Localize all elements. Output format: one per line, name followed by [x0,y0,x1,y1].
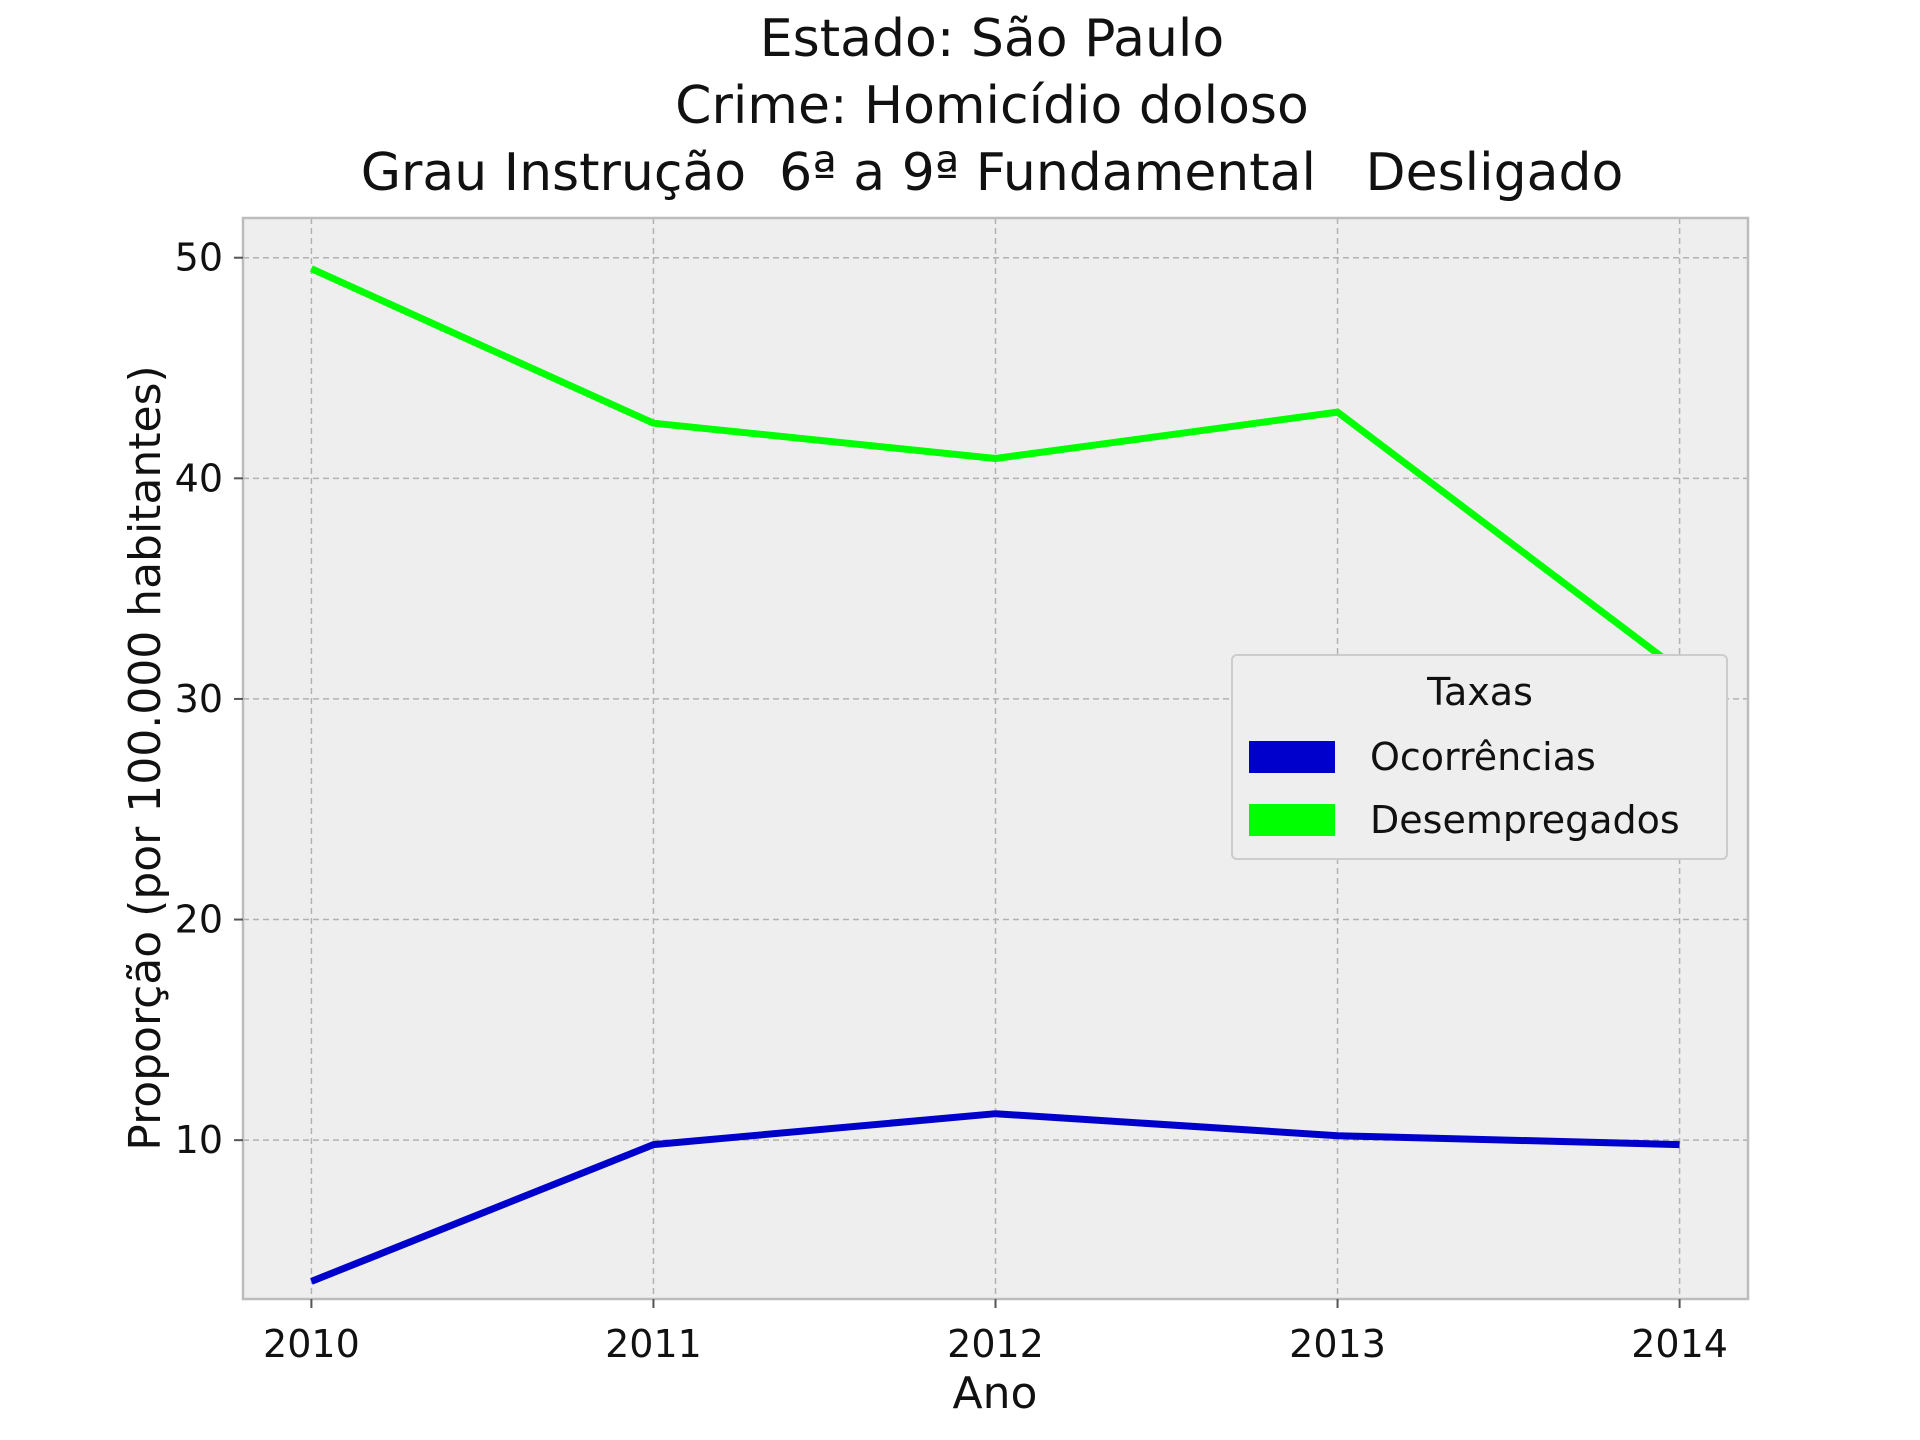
x-tick-label: 2014 [1631,1322,1728,1366]
y-tick-label: 20 [175,898,223,942]
legend-box [1231,654,1728,860]
x-tick-label: 2011 [605,1322,702,1366]
y-axis: 10 20 30 40 50 [175,236,243,1162]
y-tick-label: 50 [175,236,223,280]
y-axis-label: Proporção (por 100.000 habitantes) [120,365,171,1150]
x-axis-label: Ano [953,1368,1038,1419]
x-tick-label: 2010 [263,1322,360,1366]
x-axis: 2010 2011 2012 2013 2014 [263,1299,1728,1366]
x-tick-label: 2012 [947,1322,1044,1366]
y-tick-label: 30 [175,677,223,721]
title-line-2: Crime: Homicídio doloso [675,76,1309,136]
grid [243,218,1748,1299]
legend: Taxas Ocorrências Desempregados [1231,654,1728,860]
series-lines [309,265,1682,1285]
legend-label-ocorrencias: Ocorrências [1370,735,1596,779]
y-tick-label: 40 [175,456,223,500]
legend-title: Taxas [1426,670,1533,714]
legend-swatch-ocorrencias [1249,741,1335,773]
series-line-ocorrencias [310,1110,1680,1285]
legend-swatch-desempregados [1249,804,1335,836]
y-tick-label: 10 [175,1118,223,1162]
x-tick-label: 2013 [1289,1322,1386,1366]
title-line-1: Estado: São Paulo [760,9,1224,69]
title-line-3: Grau Instrução 6ª a 9ª Fundamental Desli… [361,143,1624,203]
series-line-desempregados [309,265,1682,674]
chart-title: Estado: São Paulo Crime: Homicídio dolos… [361,9,1624,203]
legend-label-desempregados: Desempregados [1370,798,1680,842]
